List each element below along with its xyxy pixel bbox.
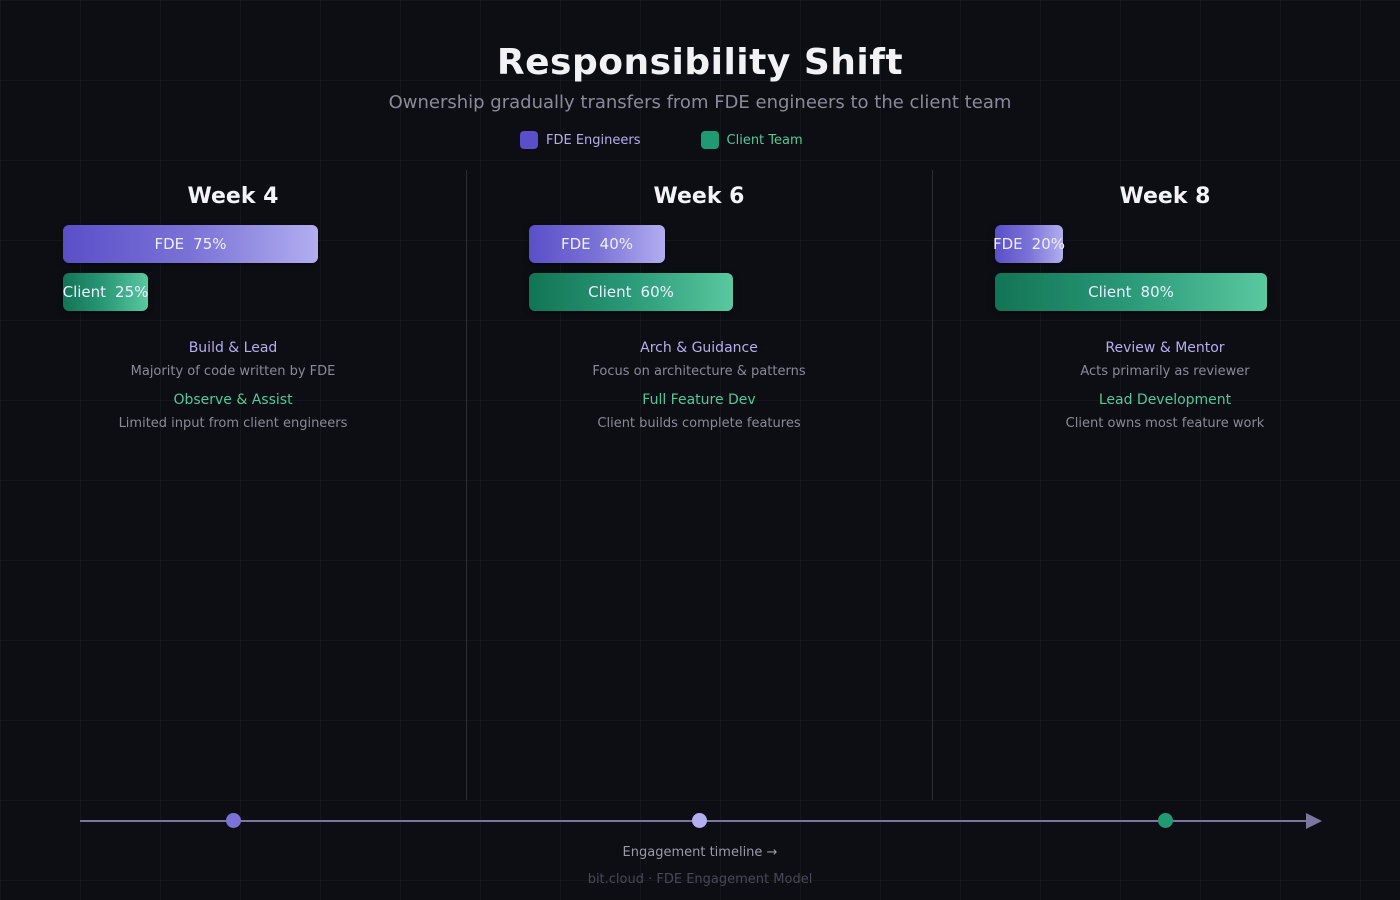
- client-description: Client builds complete features: [597, 416, 801, 431]
- column-divider: [932, 170, 933, 800]
- fde-role: Review & Mentor: [1105, 340, 1225, 356]
- client-bar-label: Client: [62, 283, 107, 301]
- week-title: Week 6: [653, 184, 745, 209]
- fde-bar-label: FDE: [154, 235, 185, 253]
- client-role: Lead Development: [1098, 392, 1232, 408]
- timeline-marker: [692, 813, 707, 828]
- client-bar-label: Client: [1088, 283, 1132, 301]
- fde-bar-label: FDE: [993, 235, 1023, 253]
- fde-bar: FDE 40%: [529, 225, 665, 263]
- column-divider: [466, 170, 467, 800]
- client-bar-value: 25%: [115, 283, 149, 301]
- timeline-arrow-icon: [1306, 813, 1322, 829]
- fde-description: Acts primarily as reviewer: [1080, 364, 1250, 379]
- legend-item-fde: FDE Engineers: [520, 131, 641, 149]
- week-column: Week 6 FDE 40% Client 60% Arch & Guidanc…: [466, 0, 932, 800]
- fde-bar-value: 40%: [599, 235, 633, 253]
- timeline-marker: [226, 813, 241, 828]
- client-bar: Client 60%: [529, 273, 733, 311]
- week-column: Week 8 FDE 20% Client 80% Review & Mento…: [932, 0, 1398, 800]
- fde-role: Arch & Guidance: [640, 340, 758, 356]
- legend-item-client: Client Team: [700, 131, 803, 149]
- legend-swatch-fde: [520, 131, 538, 149]
- legend: FDE Engineers Client Team: [520, 130, 803, 150]
- fde-bar-value: 75%: [193, 235, 227, 253]
- page-subtitle: Ownership gradually transfers from FDE e…: [388, 92, 1012, 113]
- client-role: Observe & Assist: [173, 392, 293, 408]
- footer-credit: bit.cloud · FDE Engagement Model: [587, 872, 813, 887]
- legend-label-fde: FDE Engineers: [546, 132, 641, 148]
- timeline-marker: [1158, 813, 1173, 828]
- fde-description: Majority of code written by FDE: [130, 364, 336, 379]
- client-bar: Client 80%: [995, 273, 1267, 311]
- week-column: Week 4 FDE 75% Client 25% Build & Lead M…: [0, 0, 466, 800]
- client-bar: Client 25%: [63, 273, 148, 311]
- page-title: Responsibility Shift: [496, 42, 904, 83]
- week-title: Week 8: [1119, 184, 1211, 209]
- timeline-label: Engagement timeline →: [622, 845, 778, 860]
- legend-swatch-client: [700, 131, 719, 149]
- legend-label-client: Client Team: [726, 132, 803, 148]
- fde-bar-label: FDE: [561, 235, 591, 253]
- week-title: Week 4: [187, 184, 279, 209]
- client-bar-label: Client: [588, 283, 632, 301]
- client-role: Full Feature Dev: [642, 392, 756, 408]
- client-description: Client owns most feature work: [1065, 416, 1265, 431]
- fde-description: Focus on architecture & patterns: [592, 364, 806, 379]
- client-bar-value: 80%: [1140, 283, 1174, 301]
- client-bar-value: 60%: [640, 283, 674, 301]
- fde-role: Build & Lead: [188, 340, 278, 356]
- timeline: Engagement timeline → bit.cloud · FDE En…: [0, 800, 1400, 900]
- fde-bar: FDE 75%: [63, 225, 318, 263]
- fde-bar-value: 20%: [1031, 235, 1065, 253]
- fde-bar: FDE 20%: [993, 225, 1065, 263]
- client-description: Limited input from client engineers: [118, 416, 348, 431]
